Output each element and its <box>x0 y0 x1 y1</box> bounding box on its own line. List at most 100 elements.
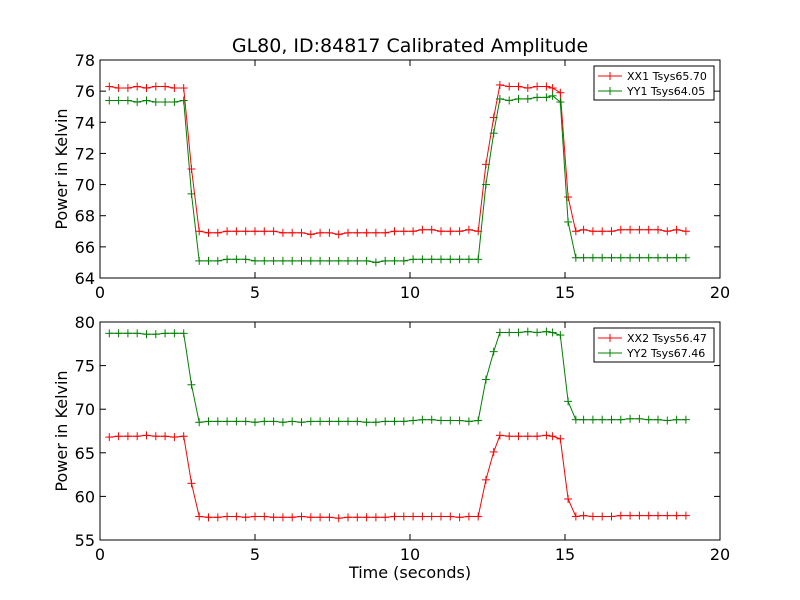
series-line <box>109 434 686 519</box>
data-point <box>105 82 114 91</box>
data-point <box>514 82 523 91</box>
data-point <box>269 227 278 236</box>
data-point <box>353 417 362 426</box>
legend-label: YY2 Tsys67.46 <box>626 347 705 360</box>
data-point <box>598 227 607 236</box>
chart-panel-2: 0 5 10 15 20 55 60 65 70 75 80 XX2 Tsys56.47 YY2 Tsy… <box>52 313 730 582</box>
data-point <box>542 82 551 91</box>
data-point <box>269 256 278 265</box>
data-point <box>495 80 504 89</box>
legend-item: XX2 Tsys56.47 <box>598 332 707 345</box>
data-point <box>325 256 334 265</box>
data-point <box>344 417 352 426</box>
data-point <box>306 513 315 522</box>
data-point <box>542 93 551 102</box>
data-point <box>362 513 371 522</box>
chart-title: GL80, ID:84817 Calibrated Amplitude <box>232 35 588 57</box>
data-point <box>437 512 445 521</box>
data-point <box>390 512 399 521</box>
data-point <box>232 512 241 521</box>
data-point <box>409 227 418 236</box>
y-axis-label: Power in Kelvin <box>52 108 71 229</box>
data-point <box>681 253 690 262</box>
data-point <box>654 415 662 424</box>
data-point <box>151 82 160 91</box>
data-point <box>187 479 196 488</box>
data-point <box>213 417 222 426</box>
data-point <box>187 165 196 173</box>
data-point <box>533 93 542 102</box>
x-tick-label: 5 <box>250 283 260 302</box>
data-point <box>635 253 644 262</box>
data-point <box>489 447 498 456</box>
y-tick-label: 66 <box>75 238 95 257</box>
data-point <box>533 432 542 441</box>
x-axis-label: Time (seconds) <box>348 563 471 582</box>
data-point <box>260 256 269 265</box>
y-tick-label: 55 <box>75 531 95 550</box>
data-point <box>123 432 132 441</box>
data-point <box>316 228 325 237</box>
data-point <box>464 225 473 234</box>
y-tick-label: 70 <box>75 400 95 419</box>
data-point <box>114 432 123 441</box>
data-point <box>123 84 132 93</box>
data-point <box>362 256 371 265</box>
data-point <box>381 513 390 522</box>
data-point <box>571 415 580 424</box>
data-point <box>306 417 315 426</box>
data-point <box>288 513 297 522</box>
data-point <box>179 96 188 105</box>
legend-item: YY2 Tsys67.46 <box>598 347 705 360</box>
data-point <box>353 513 362 522</box>
data-point <box>306 256 315 265</box>
data-point <box>251 256 259 265</box>
data-point <box>179 329 188 338</box>
data-point <box>170 329 179 338</box>
data-point <box>133 98 142 107</box>
data-point <box>556 88 565 97</box>
data-point <box>556 331 565 340</box>
data-point <box>579 225 588 234</box>
data-point <box>371 418 380 427</box>
data-point <box>446 416 455 425</box>
data-point <box>179 84 188 93</box>
data-point <box>427 225 436 234</box>
data-point <box>663 511 672 520</box>
data-point <box>427 255 436 264</box>
data-point <box>616 225 625 234</box>
data-point <box>161 82 170 91</box>
data-point <box>133 432 142 441</box>
data-point <box>616 511 625 520</box>
data-point <box>195 418 204 427</box>
legend: XX1 Tsys65.70 YY1 Tsys64.05 <box>593 65 715 101</box>
data-point <box>474 512 483 521</box>
data-point <box>455 255 464 264</box>
data-point <box>533 328 542 337</box>
data-point <box>334 514 343 523</box>
data-point <box>523 327 532 336</box>
data-point <box>251 512 259 521</box>
data-point <box>325 228 334 237</box>
data-point <box>362 228 371 237</box>
data-point <box>187 189 196 198</box>
data-point <box>681 511 690 520</box>
data-point <box>409 255 418 264</box>
data-point <box>672 511 681 520</box>
legend-label: XX1 Tsys65.70 <box>627 70 707 83</box>
data-point <box>455 416 464 425</box>
data-point <box>170 433 179 442</box>
data-point <box>418 255 427 264</box>
data-point <box>133 82 142 91</box>
data-point <box>142 96 151 105</box>
data-point <box>278 228 287 237</box>
data-point <box>607 415 616 424</box>
data-point <box>598 512 607 521</box>
data-point <box>481 375 490 384</box>
data-point <box>409 416 418 425</box>
data-point <box>278 513 287 522</box>
data-point <box>123 96 132 105</box>
data-point <box>446 255 455 264</box>
data-point <box>681 227 690 236</box>
